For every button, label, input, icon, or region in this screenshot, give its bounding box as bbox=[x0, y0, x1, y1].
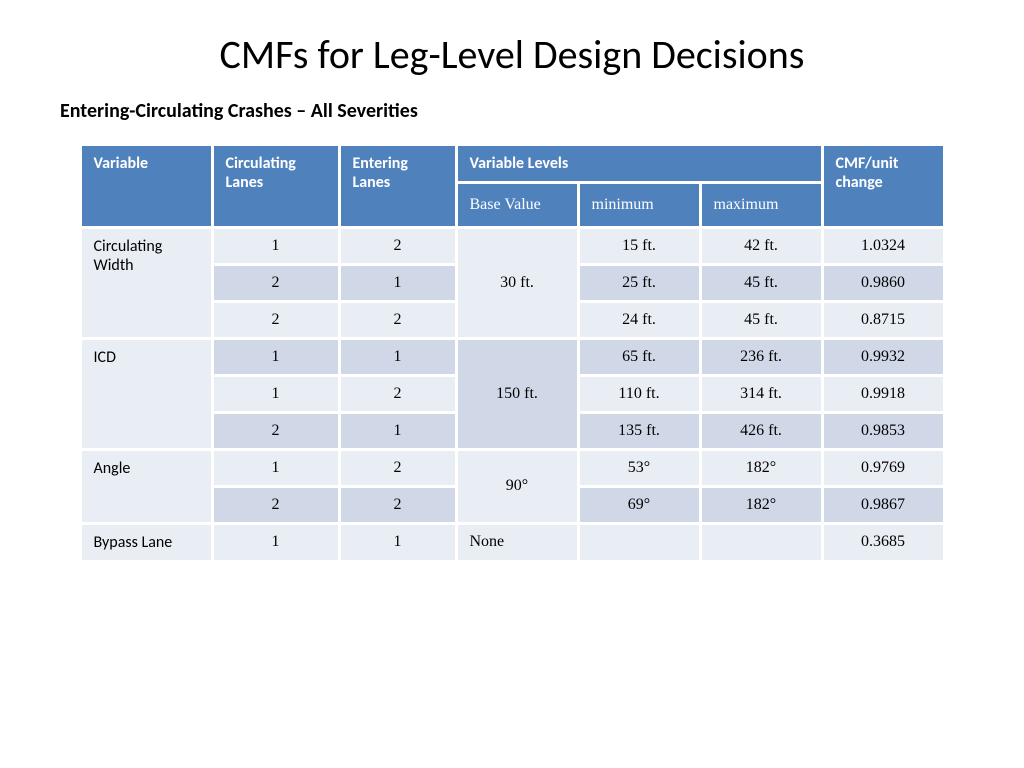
group-label: Bypass Lane bbox=[82, 525, 211, 560]
group-label: Circulating Width bbox=[82, 229, 211, 337]
col-cmf: CMF/unit change bbox=[824, 146, 943, 226]
cell: 426 ft. bbox=[702, 414, 821, 448]
cell: 1 bbox=[214, 340, 338, 374]
cell: 182° bbox=[702, 488, 821, 522]
col-ent: Entering Lanes bbox=[341, 146, 455, 226]
cell: 0.9769 bbox=[824, 451, 943, 485]
cell: 182° bbox=[702, 451, 821, 485]
table-row: Circulating Width 1 2 30 ft. 15 ft. 42 f… bbox=[82, 229, 943, 263]
cell: 2 bbox=[214, 303, 338, 337]
page-title: CMFs for Leg-Level Design Decisions bbox=[60, 30, 964, 79]
cell-base: None bbox=[458, 525, 577, 560]
table-row: Angle 1 2 90° 53° 182° 0.9769 bbox=[82, 451, 943, 485]
cmf-table: Variable Circulating Lanes Entering Lane… bbox=[79, 143, 946, 563]
cell-base: 30 ft. bbox=[458, 229, 577, 337]
cell: 2 bbox=[341, 229, 455, 263]
cell: 135 ft. bbox=[580, 414, 699, 448]
cell: 1 bbox=[214, 451, 338, 485]
cell: 42 ft. bbox=[702, 229, 821, 263]
cell: 236 ft. bbox=[702, 340, 821, 374]
cell: 2 bbox=[214, 266, 338, 300]
cell: 2 bbox=[341, 377, 455, 411]
cell: 65 ft. bbox=[580, 340, 699, 374]
col-variable: Variable bbox=[82, 146, 211, 226]
cell: 1 bbox=[214, 525, 338, 560]
cell: 53° bbox=[580, 451, 699, 485]
cell: 0.9867 bbox=[824, 488, 943, 522]
cell: 1 bbox=[341, 525, 455, 560]
header-row-1: Variable Circulating Lanes Entering Lane… bbox=[82, 146, 943, 181]
cell bbox=[580, 525, 699, 560]
table-row: ICD 1 1 150 ft. 65 ft. 236 ft. 0.9932 bbox=[82, 340, 943, 374]
group-label: ICD bbox=[82, 340, 211, 448]
cell: 24 ft. bbox=[580, 303, 699, 337]
col-circ: Circulating Lanes bbox=[214, 146, 338, 226]
cell: 2 bbox=[214, 414, 338, 448]
cell: 314 ft. bbox=[702, 377, 821, 411]
cell-base: 90° bbox=[458, 451, 577, 522]
cell: 2 bbox=[214, 488, 338, 522]
table-body: Circulating Width 1 2 30 ft. 15 ft. 42 f… bbox=[82, 229, 943, 560]
cell: 15 ft. bbox=[580, 229, 699, 263]
col-varlevels: Variable Levels bbox=[458, 146, 821, 181]
cell: 0.3685 bbox=[824, 525, 943, 560]
cell: 2 bbox=[341, 303, 455, 337]
cell: 0.9932 bbox=[824, 340, 943, 374]
cell: 0.9860 bbox=[824, 266, 943, 300]
cell: 110 ft. bbox=[580, 377, 699, 411]
cell: 1 bbox=[214, 377, 338, 411]
cell: 0.9918 bbox=[824, 377, 943, 411]
cell: 1 bbox=[341, 414, 455, 448]
header-row-2: Base Value minimum maximum bbox=[82, 184, 943, 226]
col-base: Base Value bbox=[458, 184, 577, 226]
cell: 69° bbox=[580, 488, 699, 522]
cell: 1.0324 bbox=[824, 229, 943, 263]
group-label: Angle bbox=[82, 451, 211, 522]
col-max: maximum bbox=[702, 184, 821, 226]
col-min: minimum bbox=[580, 184, 699, 226]
cell: 1 bbox=[341, 340, 455, 374]
cell: 25 ft. bbox=[580, 266, 699, 300]
cell: 0.9853 bbox=[824, 414, 943, 448]
slide-container: CMFs for Leg-Level Design Decisions Ente… bbox=[0, 0, 1024, 593]
cell bbox=[702, 525, 821, 560]
table-row: Bypass Lane 1 1 None 0.3685 bbox=[82, 525, 943, 560]
page-subtitle: Entering-Circulating Crashes – All Sever… bbox=[60, 99, 964, 123]
cell: 1 bbox=[341, 266, 455, 300]
cell: 0.8715 bbox=[824, 303, 943, 337]
cell: 2 bbox=[341, 488, 455, 522]
cell: 1 bbox=[214, 229, 338, 263]
cell: 45 ft. bbox=[702, 303, 821, 337]
cell: 45 ft. bbox=[702, 266, 821, 300]
cell-base: 150 ft. bbox=[458, 340, 577, 448]
cell: 2 bbox=[341, 451, 455, 485]
